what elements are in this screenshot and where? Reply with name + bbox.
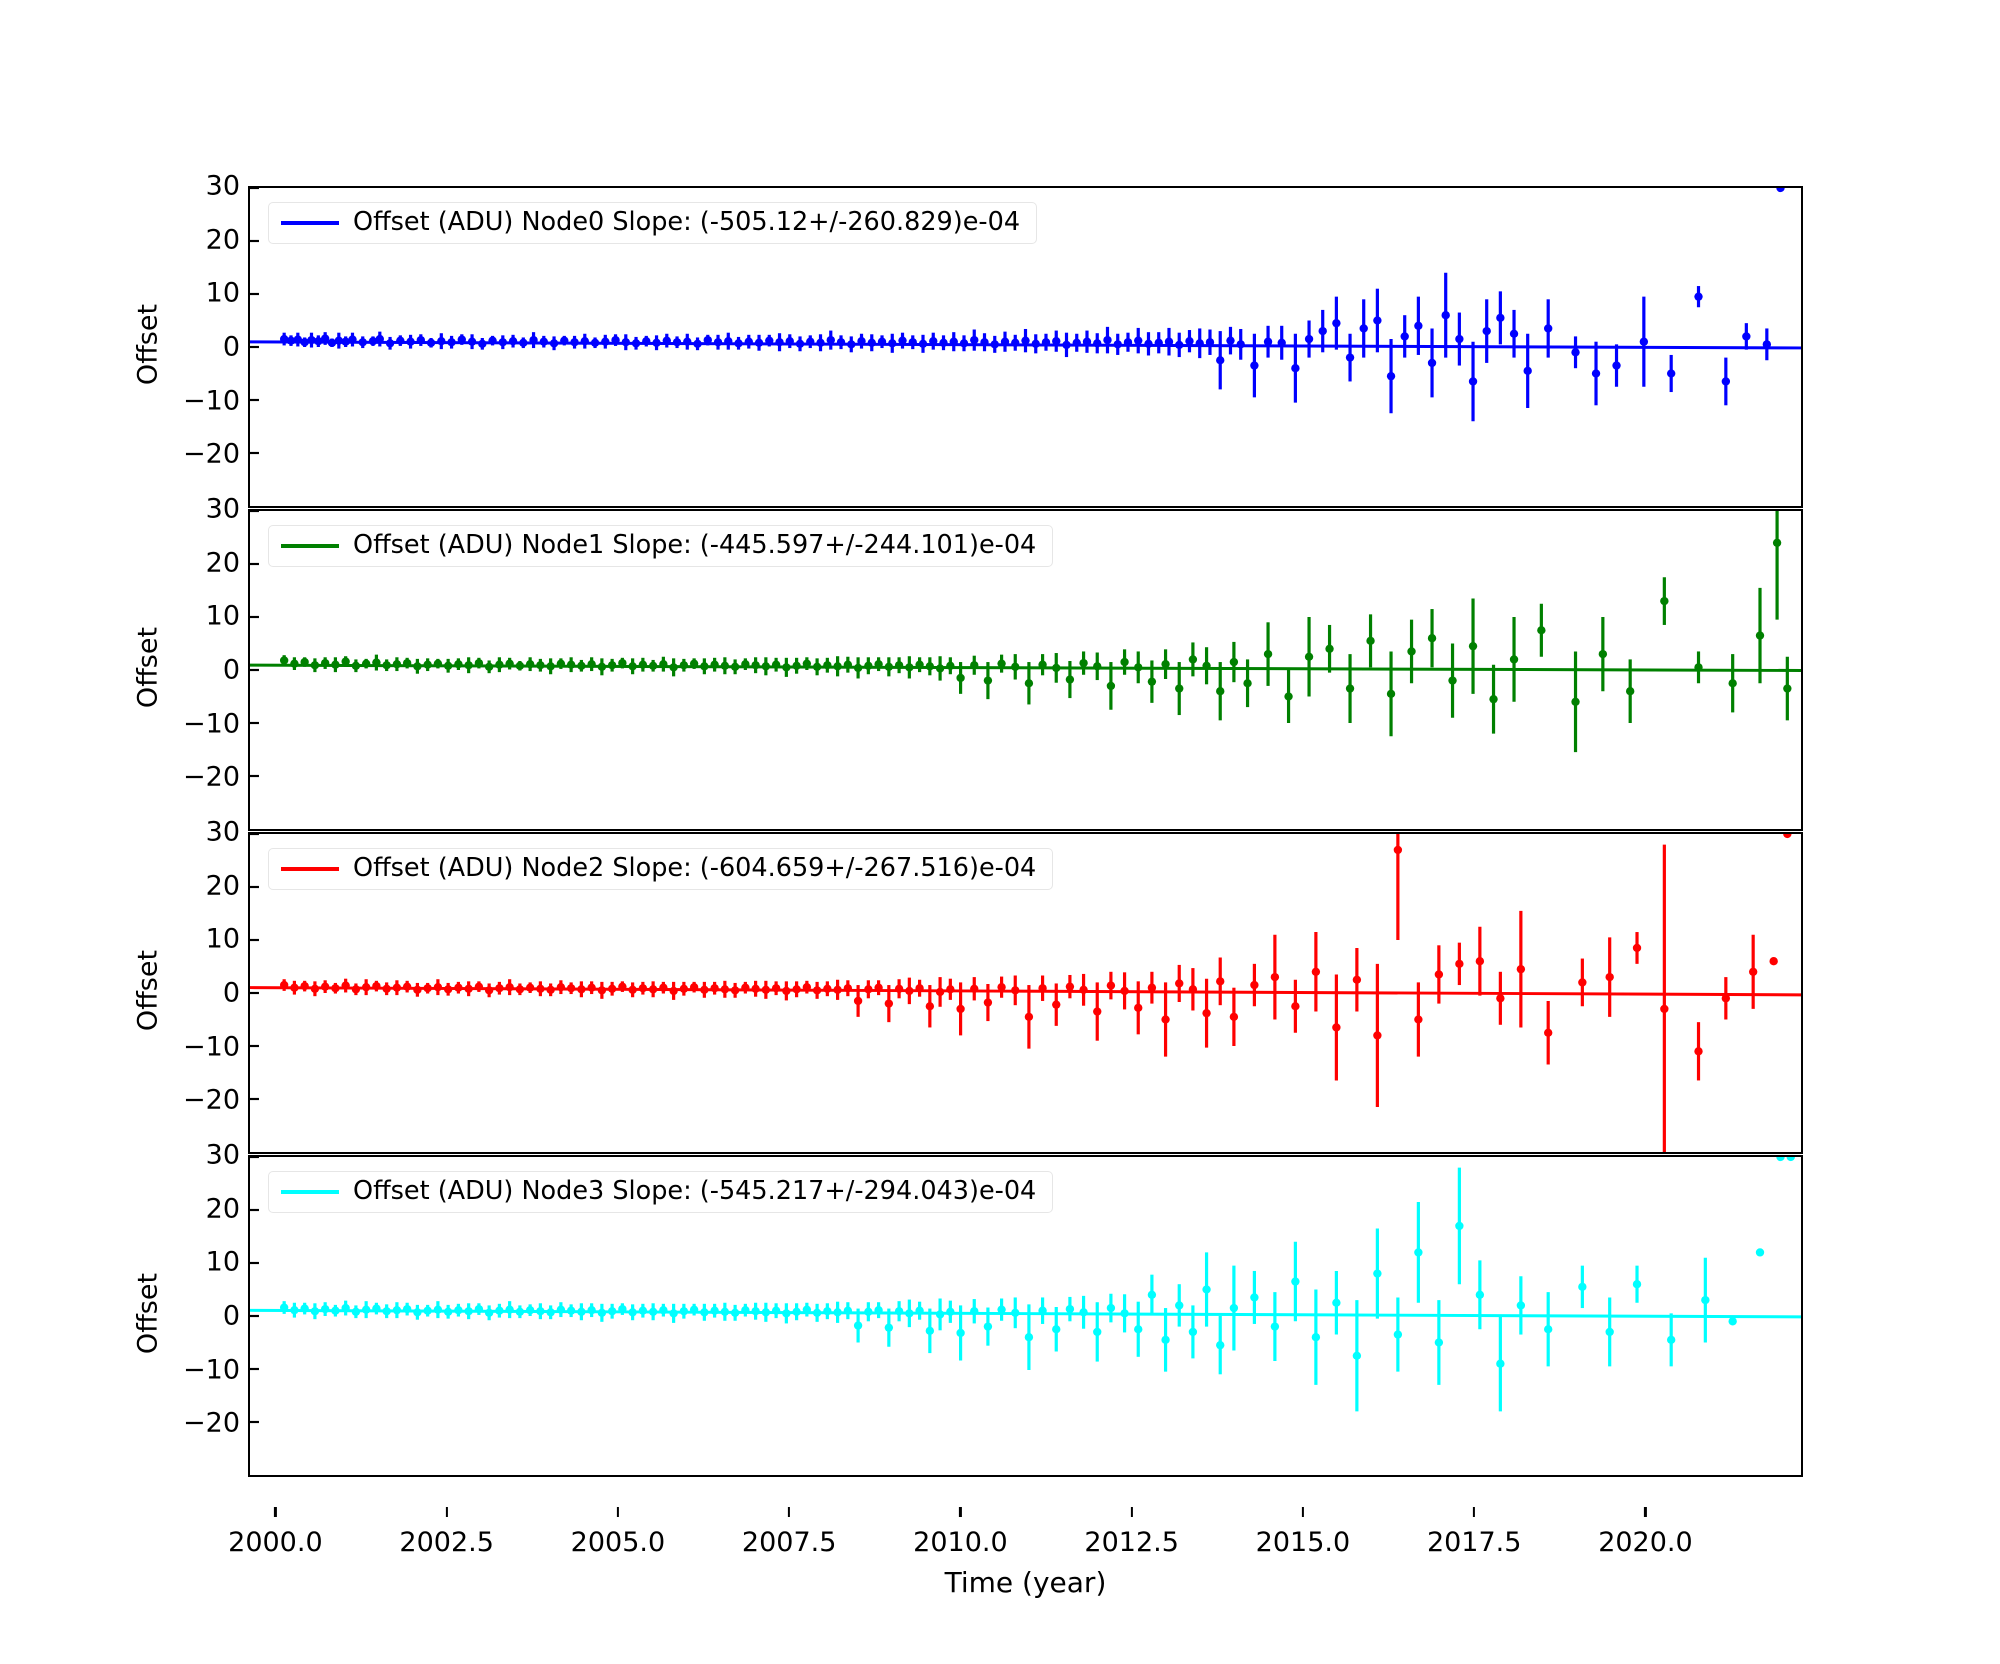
y-tick-label: 20 (205, 224, 240, 256)
y-tick-label: −20 (183, 438, 240, 470)
legend-label-node1: Offset (ADU) Node1 Slope: (-445.597+/-24… (353, 530, 1037, 560)
legend-line-swatch-node2 (281, 866, 339, 871)
x-tick-label: 2010.0 (913, 1527, 1008, 1558)
panel-node2: Offset (ADU) Node2 Slope: (-604.659+/-26… (248, 832, 1803, 1154)
fit-line (250, 986, 1801, 997)
y-tick-label: 30 (205, 816, 240, 848)
panel-node3: Offset (ADU) Node3 Slope: (-545.217+/-29… (248, 1155, 1803, 1477)
y-axis-ticks-node1: 30 20 10 0 −10 −20 (182, 494, 240, 831)
x-tick-label: 2020.0 (1598, 1527, 1693, 1558)
y-tick-label: −20 (183, 1407, 240, 1439)
x-tickmark (1130, 1507, 1133, 1517)
y-axis-label: Offset (132, 626, 164, 709)
x-tick-label: 2000.0 (228, 1527, 323, 1558)
legend-label-node0: Offset (ADU) Node0 Slope: (-505.12+/-260… (353, 207, 1021, 237)
y-axis-label: Offset (132, 949, 164, 1032)
y-axis-ticks-node3: 30 20 10 0 −10 −20 (182, 1140, 240, 1477)
y-tick-label: 30 (205, 1139, 240, 1171)
y-tick-label: 0 (222, 977, 240, 1009)
legend-label-node3: Offset (ADU) Node3 Slope: (-545.217+/-29… (353, 1176, 1037, 1206)
panel-node1: Offset (ADU) Node1 Slope: (-445.597+/-24… (248, 509, 1803, 831)
x-tickmark (616, 1507, 619, 1517)
x-tick-label: 2015.0 (1255, 1527, 1351, 1558)
legend-node3: Offset (ADU) Node3 Slope: (-545.217+/-29… (268, 1171, 1054, 1213)
x-tick-label: 2002.5 (399, 1527, 494, 1558)
fit-line (250, 1308, 1801, 1319)
y-tick-label: −10 (183, 1354, 240, 1386)
x-axis-label: Time (year) (944, 1566, 1107, 1599)
plot-area-node2 (250, 834, 1801, 1152)
y-axis-ticks-node0: 30 20 10 0 −10 −20 (182, 171, 240, 508)
plot-area-node3 (250, 1157, 1801, 1424)
y-tick-label: −10 (183, 708, 240, 740)
y-tick-label: 0 (222, 331, 240, 363)
plot-area-node1 (250, 511, 1801, 778)
legend-line-swatch-node0 (281, 220, 339, 225)
y-tick-label: 20 (205, 1193, 240, 1225)
x-tickmark (788, 1507, 791, 1517)
x-tickmark (1644, 1507, 1647, 1517)
y-tick-label: 20 (205, 870, 240, 902)
y-tick-label: 10 (205, 1246, 240, 1278)
legend-node2: Offset (ADU) Node2 Slope: (-604.659+/-26… (268, 848, 1054, 890)
y-tick-label: 10 (205, 923, 240, 955)
x-tickmark (1473, 1507, 1476, 1517)
x-tickmark (274, 1507, 277, 1517)
y-tick-label: 30 (205, 493, 240, 525)
x-tick-label: 2012.5 (1084, 1527, 1179, 1558)
y-tick-label: −20 (183, 1084, 240, 1116)
y-tick-label: −10 (183, 385, 240, 417)
x-tick-label: 2017.5 (1426, 1527, 1522, 1558)
x-tick-label: 2007.5 (741, 1527, 837, 1558)
y-axis-ticks-node2: 30 20 10 0 −10 −20 (182, 817, 240, 1154)
y-tick-label: −10 (183, 1031, 240, 1063)
y-tick-label: 30 (205, 170, 240, 202)
y-axis-label: Offset (132, 303, 164, 386)
legend-label-node2: Offset (ADU) Node2 Slope: (-604.659+/-26… (353, 853, 1037, 883)
y-tick-label: 0 (222, 654, 240, 686)
fit-line (250, 340, 1801, 350)
fit-line (250, 663, 1801, 672)
x-tickmark (445, 1507, 448, 1517)
y-tick-label: −20 (183, 761, 240, 793)
x-tickmark (959, 1507, 962, 1517)
plot-area-node0 (250, 188, 1801, 455)
panel-node0: Offset (ADU) Node0 Slope: (-505.12+/-260… (248, 186, 1803, 508)
legend-node1: Offset (ADU) Node1 Slope: (-445.597+/-24… (268, 525, 1054, 567)
legend-line-swatch-node3 (281, 1189, 339, 1194)
x-axis-ticks: 2000.0 2002.5 2005.0 2007.5 2010.0 2012.5 2015… (228, 1507, 1803, 1563)
x-tick-label: 2005.0 (570, 1527, 666, 1558)
y-tick-label: 10 (205, 600, 240, 632)
y-tick-label: 0 (222, 1300, 240, 1332)
legend-node0: Offset (ADU) Node0 Slope: (-505.12+/-260… (268, 202, 1038, 244)
y-tick-label: 20 (205, 547, 240, 579)
x-tickmark (1301, 1507, 1305, 1517)
y-axis-label: Offset (132, 1272, 164, 1355)
legend-line-swatch-node1 (281, 543, 339, 548)
y-tick-label: 10 (205, 277, 240, 309)
